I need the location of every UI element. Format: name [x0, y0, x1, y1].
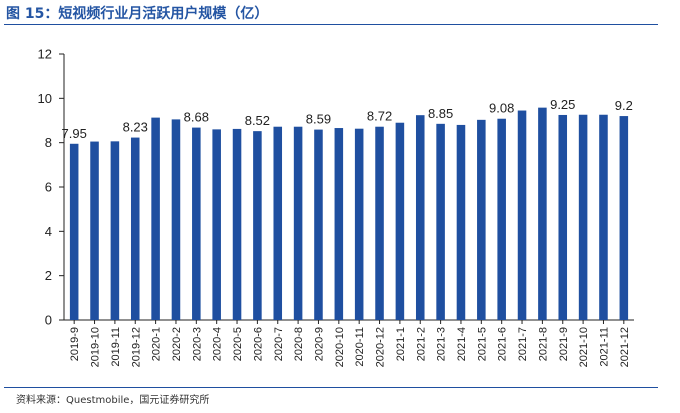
- x-tick-labels: 2019-9 2019-10 2019-11 2019-12 2020-1 2020-2 2…: [69, 320, 631, 367]
- x-tick-label: 2020-2: [171, 327, 183, 361]
- bar-2020-6: [253, 131, 262, 320]
- x-tick-label: 2021-7: [517, 327, 529, 361]
- source-note: 资料来源：Questmobile，国元证券研究所: [16, 395, 210, 406]
- top-divider: [4, 24, 658, 25]
- x-tick-label: 2020-11: [354, 327, 366, 367]
- bottom-divider: [4, 387, 658, 388]
- bar-2020-9: [314, 129, 323, 320]
- y-tick-label: 0: [45, 313, 52, 328]
- data-labels: 7.95 8.23 8.68 8.52 8.59 8.72 8.85 9.08 9.25 9.2: [62, 97, 633, 141]
- chart-title: 图 15：短视频行业月活跃用户规模（亿）: [6, 6, 269, 22]
- x-tick-label: 2020-10: [334, 327, 346, 367]
- x-tick-label: 2021-1: [395, 327, 407, 361]
- x-tick-label: 2021-8: [537, 327, 549, 361]
- x-tick-label: 2020-8: [293, 327, 305, 361]
- x-tick-label: 2019-9: [69, 327, 81, 361]
- bar-2020-2: [171, 119, 181, 320]
- x-tick-label: 2020-1: [151, 327, 163, 361]
- x-tick-label: 2021-6: [497, 327, 509, 361]
- y-tick-label: 2: [45, 268, 52, 283]
- x-tick-label: 2020-12: [375, 327, 387, 367]
- x-tick-label: 2021-4: [456, 327, 468, 361]
- data-label-2021-6: 9.08: [489, 101, 514, 116]
- bar-2021-2: [415, 115, 425, 321]
- bar-2021-6: [497, 118, 506, 320]
- x-tick-label: 2020-7: [273, 327, 285, 361]
- bar-2021-11: [599, 114, 608, 321]
- bar-2021-12: [619, 116, 629, 320]
- bar-2020-8: [293, 126, 303, 321]
- bar-2021-8: [538, 107, 547, 320]
- bar-2020-10: [334, 128, 344, 320]
- bar-2020-3: [192, 127, 201, 320]
- x-tick-label: 2019-12: [130, 327, 142, 367]
- data-label-2021-3: 8.85: [428, 106, 453, 121]
- bar-2021-3: [436, 123, 445, 320]
- bars: [69, 107, 629, 321]
- data-label-2020-9: 8.59: [306, 112, 331, 127]
- y-tick-label: 6: [45, 180, 52, 195]
- x-tick-label: 2019-10: [90, 327, 102, 367]
- x-tick-label: 2021-11: [598, 327, 610, 367]
- bar-2019-11: [110, 141, 120, 320]
- x-tick-label: 2021-10: [578, 327, 590, 367]
- x-tick-label: 2021-12: [619, 327, 631, 367]
- bar-2021-10: [578, 114, 588, 321]
- x-tick-label: 2021-2: [415, 327, 427, 361]
- bar-2020-1: [151, 117, 160, 321]
- bar-2019-9: [69, 143, 79, 320]
- bar-2020-7: [273, 126, 283, 321]
- bar-2021-4: [456, 124, 466, 321]
- x-tick-label: 2021-9: [558, 327, 570, 361]
- y-tick-label: 4: [45, 224, 52, 239]
- bar-2019-10: [90, 141, 99, 320]
- y-tick-label: 12: [38, 47, 52, 62]
- x-tick-label: 2021-5: [476, 327, 488, 361]
- bar-2021-1: [395, 122, 405, 320]
- y-tick-label: 8: [45, 135, 52, 150]
- data-label-2020-12: 8.72: [367, 109, 392, 124]
- bar-2020-11: [354, 128, 364, 320]
- bar-2021-7: [517, 110, 527, 320]
- data-label-2019-12: 8.23: [123, 120, 148, 135]
- data-label-2020-6: 8.52: [245, 113, 270, 128]
- bar-2021-9: [558, 114, 568, 321]
- data-label-2019-9: 7.95: [62, 126, 87, 141]
- bar-2021-5: [477, 119, 486, 320]
- bar-2020-12: [375, 126, 384, 321]
- x-tick-label: 2021-3: [436, 327, 448, 361]
- x-tick-label: 2020-3: [191, 327, 203, 361]
- x-tick-label: 2019-11: [110, 327, 122, 367]
- data-label-2021-12: 9.2: [615, 98, 633, 113]
- bar-2020-4: [212, 129, 221, 320]
- y-tick-label: 10: [38, 91, 52, 106]
- x-tick-label: 2020-9: [313, 327, 325, 361]
- data-label-2020-3: 8.68: [184, 110, 209, 125]
- bar-2019-12: [130, 137, 140, 320]
- data-label-2021-9: 9.25: [550, 97, 575, 112]
- x-tick-label: 2020-4: [212, 327, 224, 361]
- x-tick-label: 2020-5: [232, 327, 244, 361]
- x-tick-label: 2020-6: [252, 327, 264, 361]
- bar-2020-5: [232, 128, 242, 320]
